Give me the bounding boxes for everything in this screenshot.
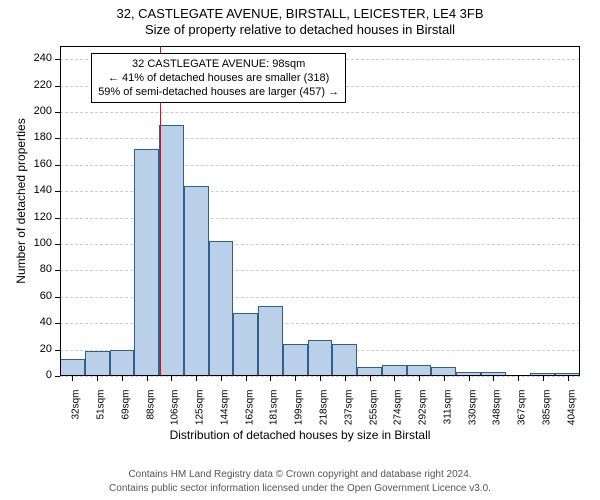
x-tick-mark	[320, 376, 321, 381]
x-tick-mark	[518, 376, 519, 381]
x-tick-label: 199sqm	[294, 390, 305, 434]
y-tick-mark	[55, 112, 60, 113]
x-tick-label: 292sqm	[418, 390, 429, 434]
x-tick-label: 51sqm	[96, 390, 107, 434]
x-tick-mark	[221, 376, 222, 381]
x-tick-label: 106sqm	[170, 390, 181, 434]
x-tick-label: 348sqm	[492, 390, 503, 434]
y-tick-label: 200	[24, 105, 52, 117]
y-tick-mark	[55, 138, 60, 139]
y-tick-mark	[55, 350, 60, 351]
x-tick-mark	[394, 376, 395, 381]
x-tick-mark	[97, 376, 98, 381]
y-tick-label: 140	[24, 184, 52, 196]
y-tick-mark	[55, 218, 60, 219]
x-tick-mark	[345, 376, 346, 381]
x-tick-mark	[444, 376, 445, 381]
x-tick-label: 218sqm	[319, 390, 330, 434]
x-tick-label: 32sqm	[71, 390, 82, 434]
info-line-1: 32 CASTLEGATE AVENUE: 98sqm	[98, 57, 339, 71]
x-tick-label: 162sqm	[244, 390, 255, 434]
y-tick-mark	[55, 323, 60, 324]
x-tick-mark	[419, 376, 420, 381]
x-tick-label: 181sqm	[269, 390, 280, 434]
y-tick-label: 180	[24, 131, 52, 143]
y-tick-label: 220	[24, 79, 52, 91]
y-tick-label: 80	[24, 263, 52, 275]
info-line-3: 59% of semi-detached houses are larger (…	[98, 85, 339, 99]
footer-line2: Contains public sector information licen…	[0, 483, 600, 494]
y-tick-label: 20	[24, 343, 52, 355]
x-tick-label: 69sqm	[120, 390, 131, 434]
x-tick-mark	[270, 376, 271, 381]
x-tick-mark	[370, 376, 371, 381]
y-tick-mark	[55, 191, 60, 192]
x-tick-mark	[147, 376, 148, 381]
y-tick-label: 100	[24, 237, 52, 249]
x-tick-mark	[171, 376, 172, 381]
y-tick-mark	[55, 86, 60, 87]
x-tick-label: 311sqm	[442, 390, 453, 434]
x-tick-label: 255sqm	[368, 390, 379, 434]
y-tick-mark	[55, 376, 60, 377]
y-tick-mark	[55, 165, 60, 166]
x-tick-label: 274sqm	[393, 390, 404, 434]
x-tick-mark	[196, 376, 197, 381]
page-title-line1: 32, CASTLEGATE AVENUE, BIRSTALL, LEICEST…	[0, 6, 600, 21]
x-tick-label: 404sqm	[566, 390, 577, 434]
y-tick-label: 160	[24, 158, 52, 170]
footer-line1: Contains HM Land Registry data © Crown c…	[0, 469, 600, 480]
x-tick-mark	[543, 376, 544, 381]
x-tick-label: 330sqm	[467, 390, 478, 434]
x-tick-label: 367sqm	[517, 390, 528, 434]
info-line-2: ← 41% of detached houses are smaller (31…	[98, 71, 339, 85]
page-title-line2: Size of property relative to detached ho…	[0, 22, 600, 37]
y-tick-mark	[55, 297, 60, 298]
y-tick-label: 40	[24, 316, 52, 328]
x-tick-mark	[295, 376, 296, 381]
y-tick-mark	[55, 59, 60, 60]
y-tick-mark	[55, 270, 60, 271]
y-tick-label: 120	[24, 211, 52, 223]
x-tick-mark	[469, 376, 470, 381]
x-tick-label: 144sqm	[219, 390, 230, 434]
x-tick-label: 88sqm	[145, 390, 156, 434]
y-tick-label: 240	[24, 52, 52, 64]
x-tick-label: 125sqm	[195, 390, 206, 434]
x-tick-label: 237sqm	[343, 390, 354, 434]
y-tick-mark	[55, 244, 60, 245]
property-info-box: 32 CASTLEGATE AVENUE: 98sqm← 41% of deta…	[91, 53, 346, 104]
x-tick-mark	[246, 376, 247, 381]
x-tick-mark	[493, 376, 494, 381]
y-tick-label: 0	[24, 369, 52, 381]
x-tick-mark	[568, 376, 569, 381]
x-tick-mark	[122, 376, 123, 381]
y-tick-label: 60	[24, 290, 52, 302]
x-tick-mark	[72, 376, 73, 381]
x-tick-label: 385sqm	[541, 390, 552, 434]
